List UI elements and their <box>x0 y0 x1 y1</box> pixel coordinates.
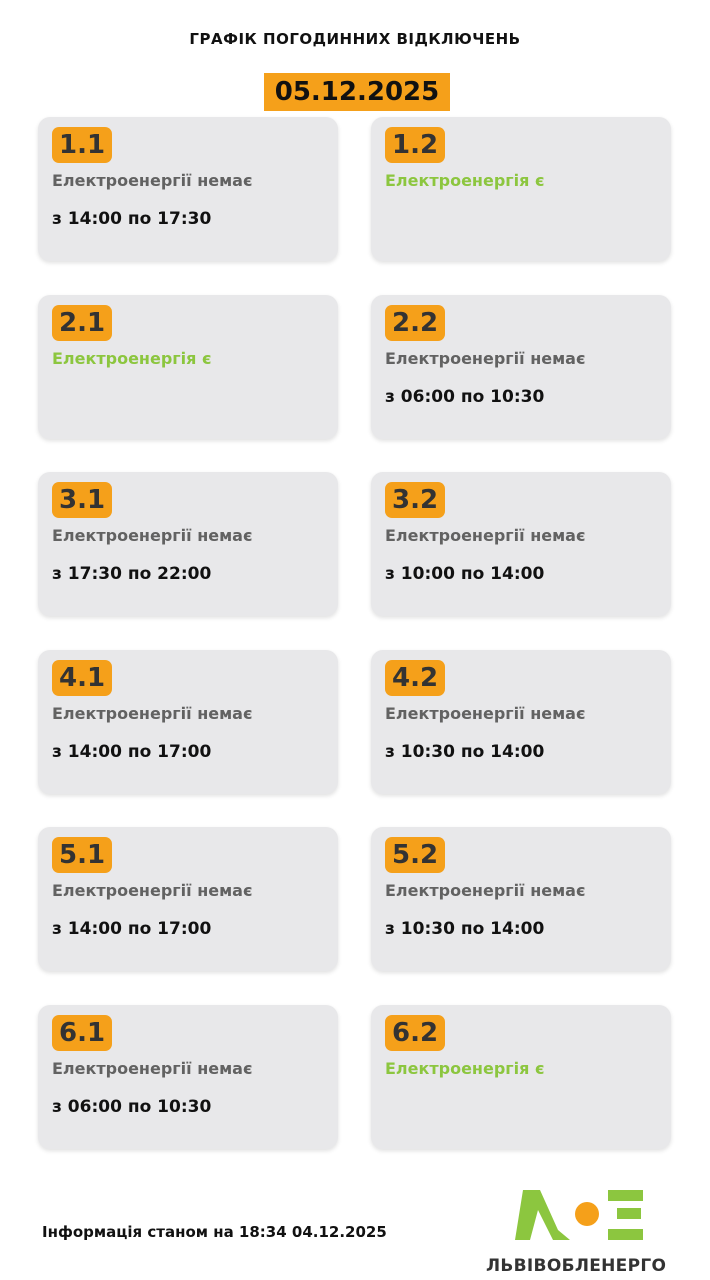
group-card: 1.2 Електроенергія є <box>371 117 671 261</box>
outage-time: з 06:00 по 10:30 <box>52 1097 212 1117</box>
group-badge: 6.1 <box>52 1015 113 1051</box>
page-title: ГРАФІК ПОГОДИННИХ ВІДКЛЮЧЕНЬ <box>189 30 521 48</box>
power-status: Електроенергії немає <box>52 703 253 723</box>
group-card: 3.1 Електроенергії немає з 17:30 по 22:0… <box>38 472 338 617</box>
group-card: 5.1 Електроенергії немає з 14:00 по 17:0… <box>38 827 338 972</box>
group-badge: 4.1 <box>52 659 113 696</box>
power-status: Електроенергія є <box>52 348 212 368</box>
group-badge: 1.1 <box>52 127 113 163</box>
outage-time: з 10:30 по 14:00 <box>385 919 545 940</box>
power-status: Електроенергії немає <box>385 881 586 901</box>
loe-logo-icon <box>515 1190 643 1240</box>
power-status: Електроенергії немає <box>385 348 586 368</box>
group-badge: 4.2 <box>385 659 446 696</box>
group-badge: 3.1 <box>52 482 113 519</box>
group-badge: 5.2 <box>385 837 446 874</box>
outage-time: з 14:00 по 17:00 <box>52 919 212 940</box>
group-card: 4.1 Електроенергії немає з 14:00 по 17:0… <box>38 649 338 794</box>
power-status: Електроенергія є <box>385 171 545 190</box>
outage-time: з 10:30 по 14:00 <box>385 741 545 762</box>
outage-time: з 14:00 по 17:00 <box>52 741 212 762</box>
power-status: Електроенергії немає <box>52 171 253 190</box>
group-badge: 3.2 <box>385 482 446 519</box>
group-card: 1.1 Електроенергії немає з 14:00 по 17:3… <box>38 117 338 261</box>
group-card: 2.1 Електроенергія є <box>38 294 338 439</box>
group-card: 6.2 Електроенергія є <box>371 1005 671 1149</box>
power-status: Електроенергії немає <box>52 1059 253 1078</box>
group-badge: 2.2 <box>385 304 446 341</box>
outage-time: з 17:30 по 22:00 <box>52 564 212 585</box>
power-status: Електроенергія є <box>385 1059 545 1078</box>
schedule-date: 05.12.2025 <box>264 73 450 111</box>
group-card: 5.2 Електроенергії немає з 10:30 по 14:0… <box>371 827 671 972</box>
outage-time: з 14:00 по 17:30 <box>52 209 212 229</box>
logo-text: ЛЬВІВОБЛЕНЕРГО <box>486 1256 667 1276</box>
group-badge: 5.1 <box>52 837 113 874</box>
group-card: 2.2 Електроенергії немає з 06:00 по 10:3… <box>371 294 671 439</box>
power-status: Електроенергії немає <box>385 703 586 723</box>
group-badge: 1.2 <box>385 127 446 163</box>
info-timestamp: Інформація станом на 18:34 04.12.2025 <box>42 1223 387 1241</box>
group-card: 3.2 Електроенергії немає з 10:00 по 14:0… <box>371 472 671 617</box>
group-card: 4.2 Електроенергії немає з 10:30 по 14:0… <box>371 649 671 794</box>
company-logo: ЛЬВІВОБЛЕНЕРГО <box>480 1180 680 1280</box>
outage-time: з 10:00 по 14:00 <box>385 564 545 585</box>
power-status: Електроенергії немає <box>385 526 586 546</box>
group-badge: 2.1 <box>52 304 113 341</box>
power-status: Електроенергії немає <box>52 881 253 901</box>
group-badge: 6.2 <box>385 1015 446 1051</box>
power-status: Електроенергії немає <box>52 526 253 546</box>
group-card: 6.1 Електроенергії немає з 06:00 по 10:3… <box>38 1005 338 1149</box>
outage-time: з 06:00 по 10:30 <box>385 386 545 407</box>
